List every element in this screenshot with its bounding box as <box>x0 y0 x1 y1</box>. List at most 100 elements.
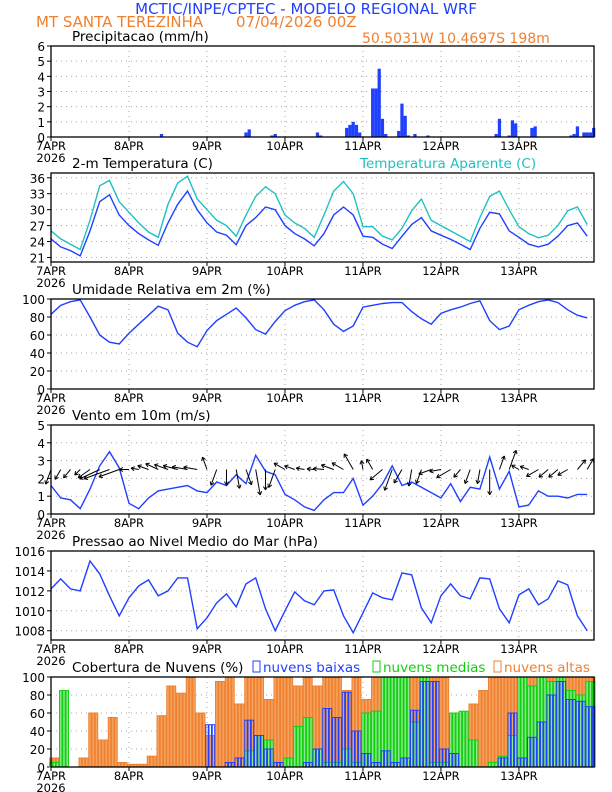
high-cloud-bar <box>179 692 183 768</box>
x-tick-label: 8APR <box>114 769 144 783</box>
wind-arrow <box>577 459 586 470</box>
wind-arrowhead <box>268 484 273 488</box>
high-cloud-bar <box>195 712 199 768</box>
mid-cloud-bar <box>305 717 310 768</box>
y-tick-label: 1010 <box>14 605 45 619</box>
y-tick-label: 27 <box>30 220 45 234</box>
high-cloud-bar <box>146 755 151 768</box>
wind-arrowhead <box>284 465 288 470</box>
y-tick-label: 20 <box>30 365 45 379</box>
wind-arrowhead <box>343 453 348 457</box>
humidity-line <box>50 299 588 348</box>
precip-bar <box>588 132 593 137</box>
wind-arrow <box>163 465 178 470</box>
high-cloud-bar <box>185 676 190 768</box>
wind-arrowhead <box>201 457 203 462</box>
y-tick-label: 1012 <box>14 585 45 599</box>
wind-arrow <box>511 464 520 470</box>
precip-bar <box>413 133 417 137</box>
wind-arrowhead <box>489 491 493 495</box>
panel-2: 0 20 40 60 80 100 7APR 8APR 9APR 10APR 11APR 12APR 1… <box>22 282 595 417</box>
precip-bar <box>426 135 430 137</box>
mid-cloud-bar <box>468 739 472 768</box>
year-label: 2026 <box>36 403 65 417</box>
high-cloud-bar <box>497 676 502 768</box>
wind-arrowhead <box>210 482 215 486</box>
wind-arrow <box>366 458 374 470</box>
x-tick-label: 8APR <box>114 264 144 278</box>
high-cloud-bar <box>107 717 112 768</box>
wind-arrowhead <box>171 464 177 468</box>
y-tick-label: 60 <box>30 329 45 343</box>
wind-arrowhead <box>503 455 506 460</box>
wind-arrowhead <box>406 482 410 487</box>
y-tick-label: 40 <box>30 347 45 361</box>
wind-arrow <box>408 469 413 487</box>
x-tick-label: 10APR <box>266 264 303 278</box>
x-tick-label: 13APR <box>500 769 537 783</box>
wind-arrow <box>83 469 110 480</box>
apparent-temperature-line <box>50 175 588 251</box>
mid-cloud-bar <box>491 762 495 768</box>
x-tick-label: 13APR <box>500 139 537 153</box>
y-tick-label: 3 <box>37 86 45 100</box>
mid-cloud-bar <box>487 762 492 768</box>
wind-arrowhead <box>361 460 365 464</box>
high-cloud-bar <box>228 676 232 768</box>
wind-arrowhead <box>145 463 149 468</box>
wind-arrow <box>557 469 568 476</box>
precip-bar <box>494 133 498 137</box>
x-tick-label: 12APR <box>422 516 459 530</box>
high-cloud-bar <box>279 676 284 768</box>
high-cloud-bar <box>189 676 193 768</box>
mid-cloud-bar <box>403 676 407 768</box>
wind-arrowhead <box>63 476 68 479</box>
high-cloud-bar <box>231 676 235 768</box>
wind-arrow <box>45 469 52 485</box>
wind-arrowhead <box>429 468 434 472</box>
high-cloud-bar <box>224 676 229 768</box>
high-cloud-bar <box>504 676 508 768</box>
x-tick-label: 7APR <box>36 139 66 153</box>
precip-bar <box>270 135 274 137</box>
mid-cloud-bar <box>302 717 307 768</box>
high-cloud-bar <box>117 762 121 768</box>
wind-arrowhead <box>98 473 102 478</box>
precip-bar <box>497 118 502 137</box>
panel-title: Cobertura de Nuvens (%) <box>72 660 243 676</box>
mid-cloud-bar <box>523 676 528 768</box>
precip-bar <box>510 120 515 137</box>
wind-arrowhead <box>331 462 335 467</box>
wind-arrow <box>63 469 71 479</box>
wind-arrow <box>284 465 295 470</box>
precip-bar <box>575 126 580 137</box>
wind-arrowhead <box>130 466 135 469</box>
wind-arrowhead <box>236 485 240 489</box>
mid-cloud-bar <box>62 690 66 768</box>
wind-arrowhead <box>257 491 261 496</box>
wind-arrow <box>343 453 354 470</box>
high-cloud-bar <box>163 715 167 768</box>
y-tick-label: 80 <box>30 689 45 703</box>
y-tick-label: 36 <box>30 172 45 186</box>
x-tick-label: 7APR <box>36 391 66 405</box>
wind-arrow <box>137 465 149 470</box>
x-tick-label: 12APR <box>422 769 459 783</box>
mid-cloud-bar <box>458 710 463 768</box>
x-tick-label: 10APR <box>266 769 303 783</box>
x-tick-label: 10APR <box>266 139 303 153</box>
mid-cloud-bar <box>283 757 287 768</box>
wind-arrowhead <box>383 486 386 491</box>
precip-bar <box>403 115 407 137</box>
high-cloud-bar <box>85 757 89 768</box>
wind-arrow <box>526 469 539 477</box>
wind-arrowhead <box>137 465 141 470</box>
high-cloud-bar <box>159 715 164 768</box>
precip-bar <box>406 135 411 137</box>
high-cloud-bar <box>283 676 287 768</box>
mid-cloud-bar <box>390 676 394 768</box>
wind-arrowhead <box>429 471 434 474</box>
wind-arrow <box>245 469 252 485</box>
wind-arrowhead <box>453 473 456 478</box>
